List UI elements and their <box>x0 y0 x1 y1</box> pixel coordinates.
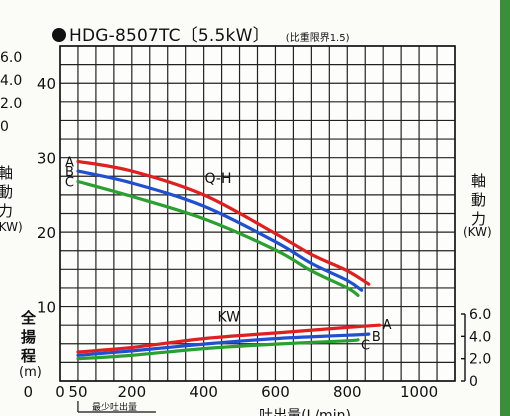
page-edge-strip <box>500 0 510 416</box>
head-curve-a <box>76 159 371 286</box>
x-tick-label: 600 <box>261 383 290 401</box>
left-power-label-char: 動 <box>0 183 13 201</box>
min-flow-note: 最少吐出量 <box>92 401 137 413</box>
right-power-tick-label: 4.0 <box>469 329 491 345</box>
left-power-tick-label: 6.0 <box>0 50 22 66</box>
head-label-char: 揚 <box>21 328 36 346</box>
plot-frame <box>59 45 456 382</box>
power-curve-group-label: KW <box>218 309 241 325</box>
x-tick-label: 0 <box>55 383 65 401</box>
power-curve-label-c: C <box>361 339 370 354</box>
y-tick-label: 10 <box>37 299 56 317</box>
head-label-char: 全 <box>20 309 37 327</box>
y-tick-label: 40 <box>37 75 56 93</box>
head-curve-b <box>76 169 364 292</box>
right-power-unit: (KW) <box>463 225 492 239</box>
left-power-unit: (KW) <box>0 220 23 234</box>
left-power-label-char: 軸 <box>0 164 13 182</box>
chart-title-row: HDG-8507TC〔5.5kW〕 (比重限界1.5) <box>52 21 350 46</box>
x-tick-label: 1000 <box>400 383 438 401</box>
left-power-tick-label: 2.0 <box>0 96 22 112</box>
bullet-icon <box>52 28 66 42</box>
power-curve-b <box>76 332 371 357</box>
y-zero-label: 0 <box>23 383 33 401</box>
x-axis-label: 吐出量(L/min) <box>259 408 351 416</box>
power-curve-label-a: A <box>383 318 392 333</box>
right-power-tick-label: 6.0 <box>469 307 491 323</box>
x-tick-label: 200 <box>117 383 146 401</box>
series <box>76 159 382 361</box>
y-tick-label: 20 <box>37 224 56 242</box>
head-unit: (m) <box>19 365 42 380</box>
power-curve-a <box>76 323 382 354</box>
right-power-tick-label: 2.0 <box>469 352 491 368</box>
right-power-tick-label: 0 <box>469 374 478 390</box>
power-curve-c <box>76 338 360 361</box>
chart-title: HDG-8507TC〔5.5kW〕 <box>69 26 270 46</box>
right-power-label-char: 軸 <box>471 172 486 190</box>
left-power-tick-label: 4.0 <box>0 73 22 89</box>
x-tick-label: 400 <box>189 383 218 401</box>
power-curve-label-b: B <box>372 330 381 345</box>
head-curve-label-c: C <box>65 175 74 190</box>
head-label-char: 程 <box>21 347 36 365</box>
head-curve-label-a: A <box>65 155 74 170</box>
left-power-label-char: 力 <box>0 202 13 220</box>
head-curve-c <box>76 179 360 297</box>
x-tick-label: 800 <box>333 383 362 401</box>
x-tick-label: 50 <box>68 383 87 401</box>
y-tick-label: 30 <box>37 150 56 168</box>
grid <box>59 45 456 382</box>
right-power-label-char: 動 <box>471 191 486 209</box>
head-curve-label-b: B <box>65 165 74 180</box>
left-power-tick-label: 0 <box>0 119 9 135</box>
right-power-label-char: 力 <box>471 210 486 228</box>
head-curve-group-label: Q-H <box>205 171 232 187</box>
chart-subtitle: (比重限界1.5) <box>285 33 350 44</box>
